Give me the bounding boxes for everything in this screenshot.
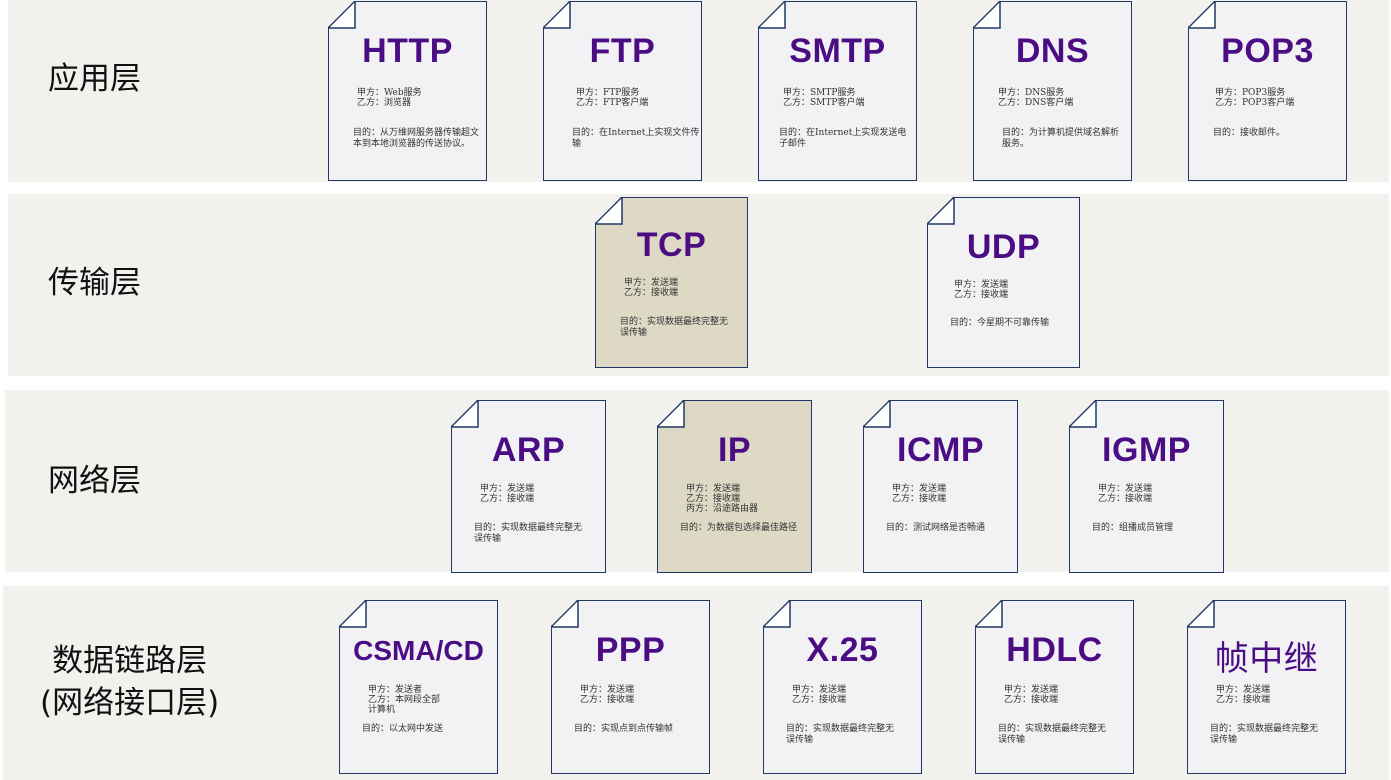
protocol-roles: 甲方：发送端 乙方：接收端 丙方：沿途路由器 — [686, 484, 759, 514]
protocol-card-hdlc: HDLC 甲方：发送端 乙方：接收端 目的：实现数据最终完整无 误传输 — [975, 600, 1134, 774]
protocol-card-x25: X.25 甲方：发送端 乙方：接收端 目的：实现数据最终完整无 误传输 — [763, 600, 922, 774]
protocol-roles: 甲方：发送端 乙方：接收端 — [624, 278, 679, 298]
protocol-purpose: 目的：测试网络是否畅通 — [886, 523, 986, 533]
protocol-purpose: 目的：今星期不可靠传输 — [950, 318, 1050, 328]
protocol-card-http: HTTP 甲方：Web服务 乙方：浏览器 目的：从万维网服务器传输超文 本到本地… — [328, 1, 487, 181]
protocol-card-ftp: FTP 甲方：FTP服务 乙方：FTP客户端 目的：在Internet上实现文件… — [543, 1, 702, 181]
protocol-card-igmp: IGMP 甲方：发送端 乙方：接收端 目的：组播成员管理 — [1069, 400, 1224, 573]
protocol-roles: 甲方：POP3服务 乙方：POP3客户端 — [1215, 88, 1295, 108]
protocol-title: POP3 — [1221, 32, 1314, 70]
protocol-roles: 甲方：发送端 乙方：接收端 — [892, 484, 947, 504]
protocol-purpose: 目的：实现数据最终完整无 误传输 — [786, 724, 895, 745]
protocol-title: TCP — [636, 226, 707, 264]
protocol-roles: 甲方：发送端 乙方：接收端 — [580, 685, 635, 705]
protocol-title: IGMP — [1102, 431, 1191, 469]
protocol-roles: 甲方：FTP服务 乙方：FTP客户端 — [576, 88, 649, 108]
protocol-title: X.25 — [806, 631, 879, 669]
protocol-roles: 甲方：发送端 乙方：接收端 — [954, 280, 1009, 300]
layer-label-transport: 传输层 — [48, 265, 141, 301]
protocol-roles: 甲方：Web服务 乙方：浏览器 — [357, 88, 422, 108]
protocol-purpose: 目的：实现数据最终完整无 误传输 — [998, 724, 1107, 745]
protocol-card-smtp: SMTP 甲方：SMTP服务 乙方：SMTP客户端 目的：在Internet上实… — [758, 1, 917, 181]
protocol-title: IP — [717, 431, 752, 469]
protocol-roles: 甲方：SMTP服务 乙方：SMTP客户端 — [783, 88, 865, 108]
protocol-title: UDP — [966, 228, 1041, 266]
protocol-card-tcp: TCP 甲方：发送端 乙方：接收端 目的：实现数据最终完整无 误传输 — [595, 197, 748, 368]
protocol-purpose: 目的：接收邮件。 — [1213, 128, 1286, 138]
protocol-card-pop3: POP3 甲方：POP3服务 乙方：POP3客户端 目的：接收邮件。 — [1188, 1, 1347, 181]
protocol-title: CSMA/CD — [353, 635, 484, 666]
layer-label-datalink: 数据链路层 (网络接口层) — [40, 643, 220, 721]
protocol-title: PPP — [595, 631, 666, 669]
protocol-title: 帧中继 — [1214, 639, 1319, 679]
layer-label-application: 应用层 — [48, 61, 141, 97]
protocol-title: HTTP — [362, 32, 453, 70]
protocol-purpose: 目的：在Internet上实现文件传输 — [572, 128, 700, 149]
protocol-purpose: 目的：从万维网服务器传输超文 本到本地浏览器的传送协议。 — [353, 128, 480, 149]
protocol-card-icmp: ICMP 甲方：发送端 乙方：接收端 目的：测试网络是否畅通 — [863, 400, 1018, 573]
protocol-roles: 甲方：DNS服务 乙方：DNS客户端 — [998, 88, 1074, 108]
protocol-purpose: 目的：为计算机提供域名解析 服务。 — [1002, 128, 1120, 149]
protocol-roles: 甲方：发送者 乙方：本网段全部 计算机 — [368, 685, 441, 715]
protocol-roles: 甲方：发送端 乙方：接收端 — [1098, 484, 1153, 504]
protocol-card-dns: DNS 甲方：DNS服务 乙方：DNS客户端 目的：为计算机提供域名解析 服务。 — [973, 1, 1132, 181]
protocol-purpose: 目的：实现数据最终完整无 误传输 — [474, 523, 583, 544]
protocol-title: ARP — [491, 431, 566, 469]
protocol-card-arp: ARP 甲方：发送端 乙方：接收端 目的：实现数据最终完整无 误传输 — [451, 400, 606, 573]
protocol-roles: 甲方：发送端 乙方：接收端 — [1004, 685, 1059, 705]
protocol-card-csma-cd: CSMA/CD 甲方：发送者 乙方：本网段全部 计算机 目的：以太网中发送 — [339, 600, 498, 774]
protocol-purpose: 目的：以太网中发送 — [362, 724, 444, 734]
protocol-title: HDLC — [1006, 631, 1103, 669]
protocol-purpose: 目的：实现数据最终完整无 误传输 — [620, 317, 729, 338]
protocol-title: ICMP — [897, 431, 984, 469]
layer-label-network: 网络层 — [48, 463, 141, 499]
protocol-roles: 甲方：发送端 乙方：接收端 — [480, 484, 535, 504]
protocol-card-udp: UDP 甲方：发送端 乙方：接收端 目的：今星期不可靠传输 — [927, 197, 1080, 368]
protocol-title: DNS — [1015, 32, 1090, 70]
protocol-card-frame-relay: 帧中继 甲方：发送端 乙方：接收端 目的：实现数据最终完整无 误传输 — [1187, 600, 1346, 774]
protocol-purpose: 目的：为数据包选择最佳路径 — [680, 523, 798, 533]
protocol-title: FTP — [589, 32, 656, 70]
protocol-purpose: 目的：在Internet上实现发送电 子邮件 — [779, 128, 907, 149]
protocol-purpose: 目的：实现数据最终完整无 误传输 — [1210, 724, 1319, 745]
protocol-purpose: 目的：组播成员管理 — [1092, 523, 1174, 533]
protocol-card-ip: IP 甲方：发送端 乙方：接收端 丙方：沿途路由器 目的：为数据包选择最佳路径 — [657, 400, 812, 573]
protocol-roles: 甲方：发送端 乙方：接收端 — [1216, 685, 1271, 705]
protocol-title: SMTP — [789, 32, 886, 70]
protocol-roles: 甲方：发送端 乙方：接收端 — [792, 685, 847, 705]
protocol-purpose: 目的：实现点到点传输帧 — [574, 724, 674, 734]
protocol-card-ppp: PPP 甲方：发送端 乙方：接收端 目的：实现点到点传输帧 — [551, 600, 710, 774]
